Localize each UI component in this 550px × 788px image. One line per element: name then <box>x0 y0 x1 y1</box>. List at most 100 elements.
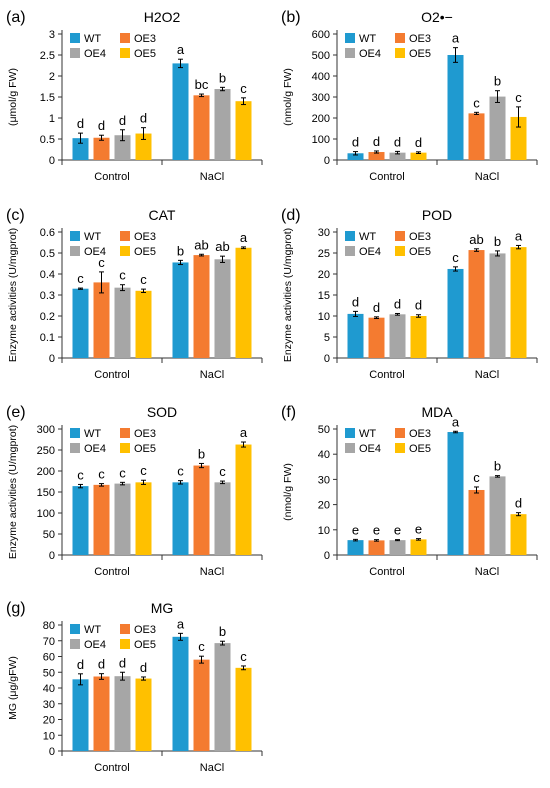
bar <box>114 287 131 358</box>
significance-letter: c <box>77 271 84 286</box>
legend-swatch <box>395 443 405 453</box>
y-tick-label: 0.6 <box>40 227 55 239</box>
bar <box>510 514 527 555</box>
bar <box>72 679 89 751</box>
bar <box>389 152 406 160</box>
y-tick-label: 30 <box>43 699 55 711</box>
bar <box>347 540 364 555</box>
y-tick-label: 300 <box>312 92 330 104</box>
significance-letter: ab <box>215 239 229 254</box>
bar <box>114 135 131 160</box>
significance-letter: c <box>198 639 205 654</box>
y-axis-label: (nmol/g FW) <box>282 463 294 521</box>
y-tick-label: 30 <box>318 474 330 486</box>
legend-label: OE5 <box>134 246 156 258</box>
y-tick-label: 50 <box>43 667 55 679</box>
significance-letter: a <box>177 616 185 631</box>
legend-label: WT <box>84 231 101 243</box>
y-tick-label: 600 <box>312 29 330 41</box>
chart-panel: (d) POD Enzyme activities (U/mgprot) 0 5 10 15… <box>275 198 550 395</box>
bar <box>468 113 485 160</box>
significance-letter: c <box>77 467 84 482</box>
bar <box>93 137 110 160</box>
y-tick-label: 0 <box>49 746 55 758</box>
bar <box>214 482 231 555</box>
significance-letter: c <box>177 464 184 479</box>
y-tick-label: 10 <box>43 730 55 742</box>
significance-letter: b <box>219 70 226 85</box>
significance-letter: b <box>494 234 501 249</box>
significance-letter: e <box>394 523 401 538</box>
y-tick-label: 0 <box>49 155 55 167</box>
y-tick-label: 0 <box>49 353 55 365</box>
y-tick-label: 40 <box>318 449 330 461</box>
x-tick-label: Control <box>369 171 404 183</box>
significance-letter: c <box>98 255 105 270</box>
legend-swatch <box>70 48 80 58</box>
legend-label: OE3 <box>134 33 156 45</box>
chart-panel: (g) MG MG (μg/gFW) 0 10 20 30 40 50 60 70 80 Control… <box>0 591 275 788</box>
chart-panel: (e) SOD Enzyme activities (U/mgprot) 0 50 100… <box>0 395 275 592</box>
bar <box>172 636 189 751</box>
significance-letter: d <box>352 135 359 150</box>
significance-letter: d <box>373 300 380 315</box>
x-tick-label: Control <box>94 762 129 774</box>
y-tick-label: 0.1 <box>40 332 55 344</box>
y-tick-label: 0.5 <box>40 248 55 260</box>
y-axis-label: (μmol/g FW) <box>7 68 19 126</box>
legend-swatch <box>120 33 130 43</box>
chart-svg: (g) MG MG (μg/gFW) 0 10 20 30 40 50 60 70 80 Control… <box>6 600 263 774</box>
y-axis-label: Enzyme activities (U/mgprot) <box>7 425 19 559</box>
y-tick-label: 10 <box>318 525 330 537</box>
significance-letter: d <box>415 298 422 313</box>
legend-swatch <box>395 48 405 58</box>
significance-letter: c <box>473 95 480 110</box>
x-tick-label: Control <box>94 566 129 578</box>
bar <box>410 316 427 358</box>
legend-label: OE5 <box>134 443 156 455</box>
bar <box>510 116 527 160</box>
significance-letter: a <box>452 414 460 429</box>
significance-letter: c <box>515 90 522 105</box>
bar <box>93 676 110 751</box>
legend-swatch <box>120 48 130 58</box>
panel-label: (f) <box>281 404 296 421</box>
legend-swatch <box>345 231 355 241</box>
y-tick-label: 100 <box>37 508 55 520</box>
legend-swatch <box>345 246 355 256</box>
bar <box>368 540 385 555</box>
y-tick-label: 25 <box>318 248 330 260</box>
y-tick-label: 0.2 <box>40 311 55 323</box>
bar <box>135 133 152 160</box>
legend-label: OE3 <box>134 231 156 243</box>
legend-swatch <box>345 443 355 453</box>
significance-letter: d <box>515 496 522 511</box>
significance-letter: a <box>240 425 248 440</box>
bar <box>193 465 210 555</box>
bar <box>468 489 485 555</box>
chart-svg: (d) POD Enzyme activities (U/mgprot) 0 5 10 15… <box>281 207 538 381</box>
legend-swatch <box>395 231 405 241</box>
y-tick-label: 0.3 <box>40 290 55 302</box>
significance-letter: d <box>98 657 105 672</box>
significance-letter: b <box>219 624 226 639</box>
chart-svg: (c) CAT Enzyme activities (U/mgprot) 0 0.1 0.… <box>6 207 263 381</box>
bar <box>93 282 110 358</box>
panel-label: (c) <box>6 207 25 224</box>
legend-swatch <box>70 428 80 438</box>
significance-letter: a <box>240 230 248 245</box>
significance-letter: c <box>140 463 147 478</box>
significance-letter: d <box>373 134 380 149</box>
chart-title: SOD <box>147 404 177 420</box>
y-tick-label: 100 <box>312 134 330 146</box>
legend-swatch <box>70 639 80 649</box>
bar <box>447 268 464 358</box>
legend-label: WT <box>359 428 376 440</box>
legend-label: OE4 <box>84 48 106 60</box>
significance-letter: d <box>140 660 147 675</box>
legend-label: OE4 <box>359 48 381 60</box>
y-tick-label: 20 <box>318 269 330 281</box>
legend-label: OE3 <box>409 33 431 45</box>
legend-label: OE5 <box>409 443 431 455</box>
chart-panel: (c) CAT Enzyme activities (U/mgprot) 0 0.1 0.… <box>0 198 275 395</box>
